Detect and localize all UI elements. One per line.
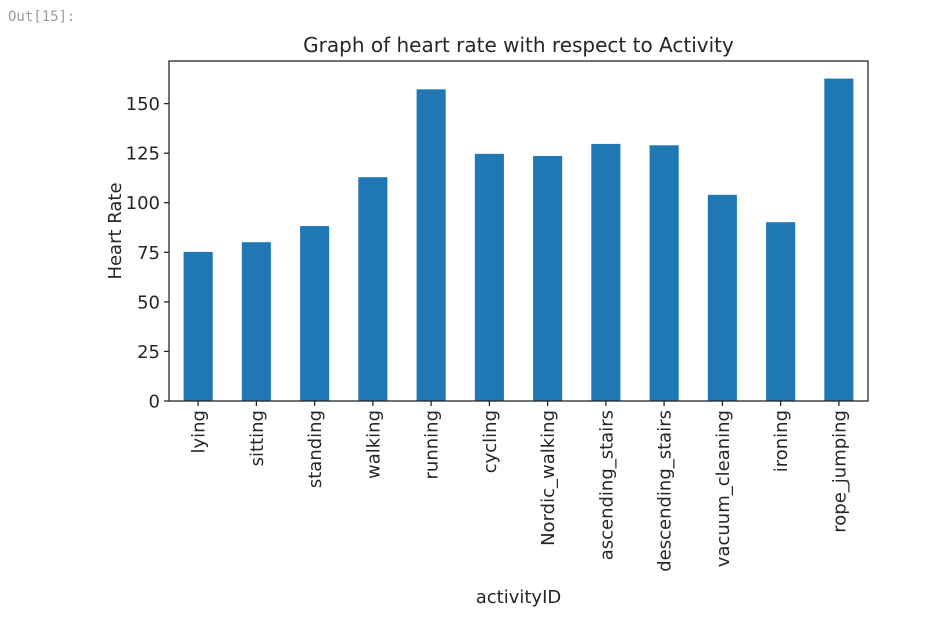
- x-tick-label: ascending_stairs: [596, 410, 617, 560]
- bar-descending_stairs: [649, 145, 679, 401]
- bar-standing: [300, 226, 330, 401]
- y-tick-label: 75: [137, 243, 160, 264]
- bar-ascending_stairs: [591, 143, 621, 401]
- x-tick-label: standing: [305, 410, 326, 488]
- x-tick-label: ironing: [771, 410, 792, 472]
- y-tick-label: 50: [137, 292, 160, 313]
- bar-sitting: [241, 242, 271, 401]
- y-tick-label: 25: [137, 342, 160, 363]
- x-tick-label: lying: [189, 410, 210, 454]
- bar-lying: [183, 251, 213, 401]
- bar-cycling: [474, 153, 504, 401]
- y-tick-label: 150: [126, 94, 160, 115]
- bar-ironing: [766, 222, 796, 401]
- x-tick-label: vacuum_cleaning: [713, 410, 734, 567]
- y-tick-label: 125: [126, 144, 160, 165]
- y-tick-label: 100: [126, 193, 160, 214]
- output-prompt-label: Out[15]:: [8, 9, 76, 25]
- y-tick-label: 0: [149, 392, 160, 413]
- y-axis-label: Heart Rate: [105, 182, 126, 279]
- x-tick-label: descending_stairs: [655, 410, 676, 572]
- x-tick-label: running: [422, 410, 443, 479]
- x-tick-label: sitting: [247, 410, 268, 466]
- x-axis-label: activityID: [476, 587, 562, 608]
- bar-vacuum_cleaning: [707, 194, 737, 401]
- x-tick-label: cycling: [480, 410, 501, 473]
- x-tick-label: rope_jumping: [829, 410, 850, 533]
- chart-title: Graph of heart rate with respect to Acti…: [303, 33, 734, 57]
- axes-spines: [168, 60, 869, 402]
- bar-walking: [358, 177, 388, 401]
- x-tick-label: Nordic_walking: [538, 410, 559, 546]
- x-tick-label: walking: [363, 410, 384, 479]
- bar-Nordic_walking: [533, 156, 563, 401]
- bar-running: [416, 89, 446, 402]
- bar-rope_jumping: [824, 78, 854, 401]
